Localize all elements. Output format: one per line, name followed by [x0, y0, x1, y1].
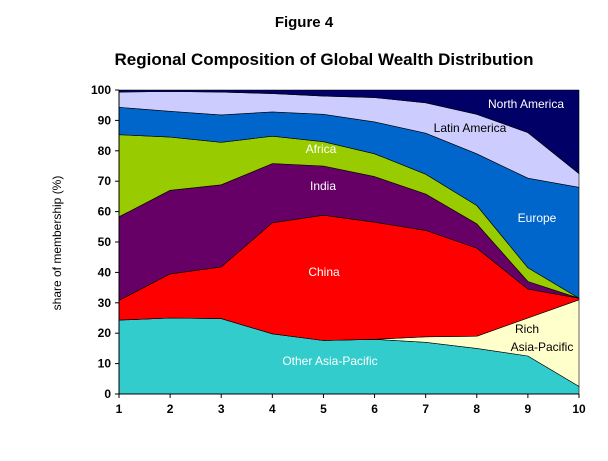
y-tick-label: 60	[98, 205, 112, 219]
label-north-america: North America	[488, 97, 564, 111]
label-rich-asia-pacific-1: Rich	[515, 322, 539, 336]
y-tick-label: 30	[98, 296, 112, 310]
y-tick-label: 50	[98, 235, 112, 249]
label-africa: Africa	[306, 142, 337, 156]
x-tick-label: 1	[116, 402, 123, 416]
x-tick-label: 6	[371, 402, 378, 416]
x-tick-label: 5	[320, 402, 327, 416]
y-tick-label: 100	[91, 83, 111, 97]
chart-title: Regional Composition of Global Wealth Di…	[114, 50, 534, 69]
x-tick-label: 9	[525, 402, 532, 416]
area-labels: Other Asia-Pacific Rich Asia-Pacific China I…	[282, 97, 573, 368]
label-rich-asia-pacific-2: Asia-Pacific	[511, 340, 574, 354]
y-axis-label: share of membership (%)	[50, 176, 64, 311]
area-layers	[118, 89, 580, 395]
x-tick-label: 4	[269, 402, 276, 416]
y-tick-label: 70	[98, 174, 112, 188]
label-europe: Europe	[518, 211, 557, 225]
axes: 0 10 20 30 40 50 60 70 80 90 100 1 2 3 4 5 6 7 8 9 10	[91, 83, 586, 416]
x-tick-label: 10	[572, 402, 586, 416]
label-other-asia-pacific: Other Asia-Pacific	[282, 354, 377, 368]
x-tick-label: 3	[218, 402, 225, 416]
y-tick-label: 90	[98, 113, 112, 127]
label-latin-america: Latin America	[434, 121, 507, 135]
y-tick-label: 40	[98, 265, 112, 279]
y-tick-label: 20	[98, 326, 112, 340]
y-tick-label: 10	[98, 357, 112, 371]
area-north-america	[118, 89, 580, 174]
y-tick-label: 80	[98, 144, 112, 158]
x-tick-label: 8	[473, 402, 480, 416]
y-tick-label: 0	[104, 387, 111, 401]
x-tick-label: 2	[167, 402, 174, 416]
figure-label: Figure 4	[274, 14, 334, 31]
label-india: India	[310, 179, 336, 193]
x-tick-label: 7	[422, 402, 429, 416]
label-china: China	[308, 265, 340, 279]
